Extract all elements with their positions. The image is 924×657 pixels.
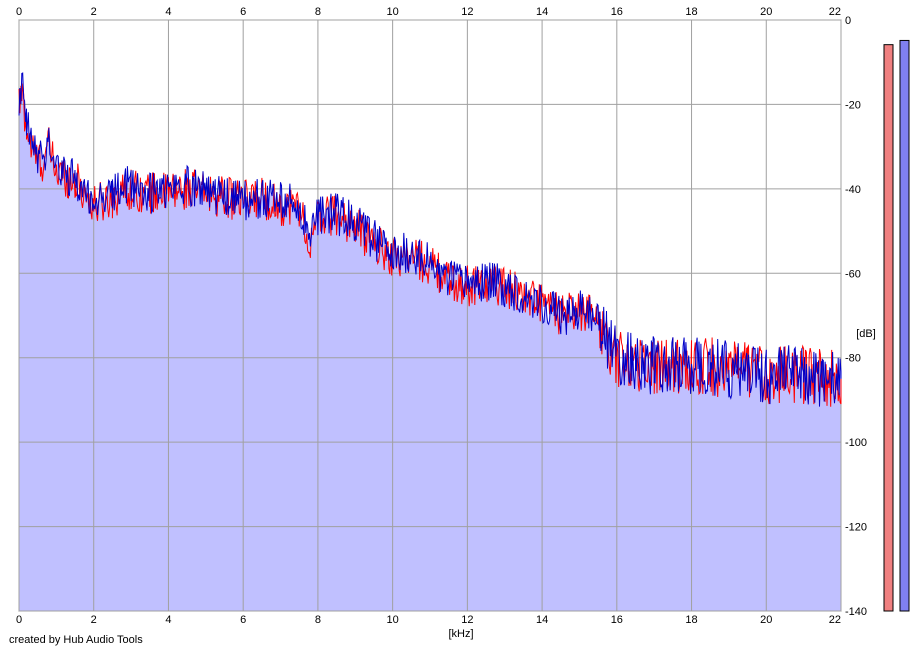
y-tick-label: -80 (845, 353, 861, 365)
red-level-meter (883, 44, 894, 612)
x-tick-label: 14 (536, 6, 548, 18)
x-tick-label: 18 (685, 614, 697, 626)
y-axis-label: [dB] (856, 328, 876, 340)
x-tick-label: 2 (91, 614, 97, 626)
x-tick-labels-bottom: 0 2 4 6 8 10 12 14 16 18 20 22 (16, 614, 841, 626)
x-tick-label: 8 (315, 6, 321, 18)
x-tick-labels-top: 0 2 4 6 8 10 12 14 16 18 20 22 (16, 6, 841, 18)
level-meters (883, 39, 910, 612)
x-tick-label: 22 (829, 6, 841, 18)
x-tick-label: 18 (685, 6, 697, 18)
x-tick-label: 6 (240, 6, 246, 18)
x-tick-label: 16 (611, 614, 623, 626)
grid-lines (18, 19, 842, 612)
x-tick-label: 2 (91, 6, 97, 18)
series-blue-trace (18, 72, 842, 407)
x-tick-label: 8 (315, 614, 321, 626)
y-tick-label: -120 (845, 522, 867, 534)
y-tick-label: -140 (845, 606, 867, 618)
x-tick-label: 22 (829, 614, 841, 626)
y-tick-labels: 0 -20 -40 -60 -80 -100 -120 -140 (845, 15, 867, 618)
x-tick-label: 0 (16, 6, 22, 18)
x-tick-label: 4 (165, 614, 171, 626)
x-tick-label: 4 (165, 6, 171, 18)
x-tick-label: 12 (461, 6, 473, 18)
x-tick-label: 0 (16, 614, 22, 626)
x-tick-label: 12 (461, 614, 473, 626)
x-tick-label: 20 (760, 6, 772, 18)
x-tick-label: 10 (387, 614, 399, 626)
y-tick-label: -20 (845, 99, 861, 111)
series-layer (18, 72, 842, 407)
x-axis-label: [kHz] (448, 628, 473, 640)
y-tick-label: -60 (845, 268, 861, 280)
footer-credit: created by Hub Audio Tools (9, 634, 143, 646)
y-tick-label: -40 (845, 184, 861, 196)
series-red-trace (18, 83, 842, 407)
x-tick-label: 14 (536, 614, 548, 626)
blue-level-meter (899, 39, 910, 612)
x-tick-label: 10 (387, 6, 399, 18)
x-tick-label: 20 (760, 614, 772, 626)
y-tick-label: -100 (845, 437, 867, 449)
y-tick-label: 0 (845, 15, 851, 27)
x-tick-label: 16 (611, 6, 623, 18)
x-tick-label: 6 (240, 614, 246, 626)
